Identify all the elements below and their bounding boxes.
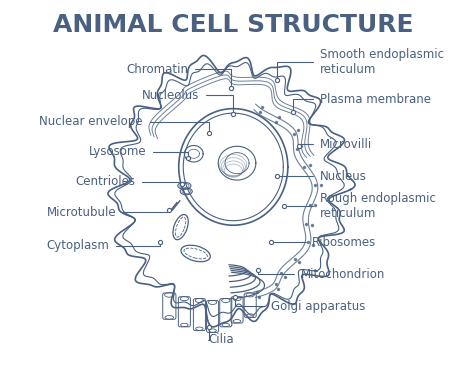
Text: Lysosome: Lysosome bbox=[89, 146, 147, 158]
Text: Cytoplasm: Cytoplasm bbox=[46, 240, 109, 252]
Text: Rough endoplasmic
reticulum: Rough endoplasmic reticulum bbox=[320, 193, 436, 221]
Text: ANIMAL CELL STRUCTURE: ANIMAL CELL STRUCTURE bbox=[53, 13, 413, 37]
Text: Mitochondrion: Mitochondrion bbox=[301, 268, 385, 281]
Text: Golgi apparatus: Golgi apparatus bbox=[271, 300, 365, 313]
Text: Centrioles: Centrioles bbox=[75, 175, 136, 188]
Text: Smooth endoplasmic
reticulum: Smooth endoplasmic reticulum bbox=[320, 48, 444, 75]
Text: Chromatin: Chromatin bbox=[126, 63, 188, 75]
Text: Ribosomes: Ribosomes bbox=[312, 236, 376, 249]
Text: Plasma membrane: Plasma membrane bbox=[320, 93, 431, 106]
Text: Nucleolus: Nucleolus bbox=[142, 89, 200, 102]
Text: Microtubule: Microtubule bbox=[47, 205, 117, 219]
Text: Nuclear envelope: Nuclear envelope bbox=[39, 115, 143, 128]
Text: Microvilli: Microvilli bbox=[320, 138, 372, 151]
Text: Nucleus: Nucleus bbox=[320, 170, 367, 183]
Text: Cilia: Cilia bbox=[209, 334, 235, 346]
